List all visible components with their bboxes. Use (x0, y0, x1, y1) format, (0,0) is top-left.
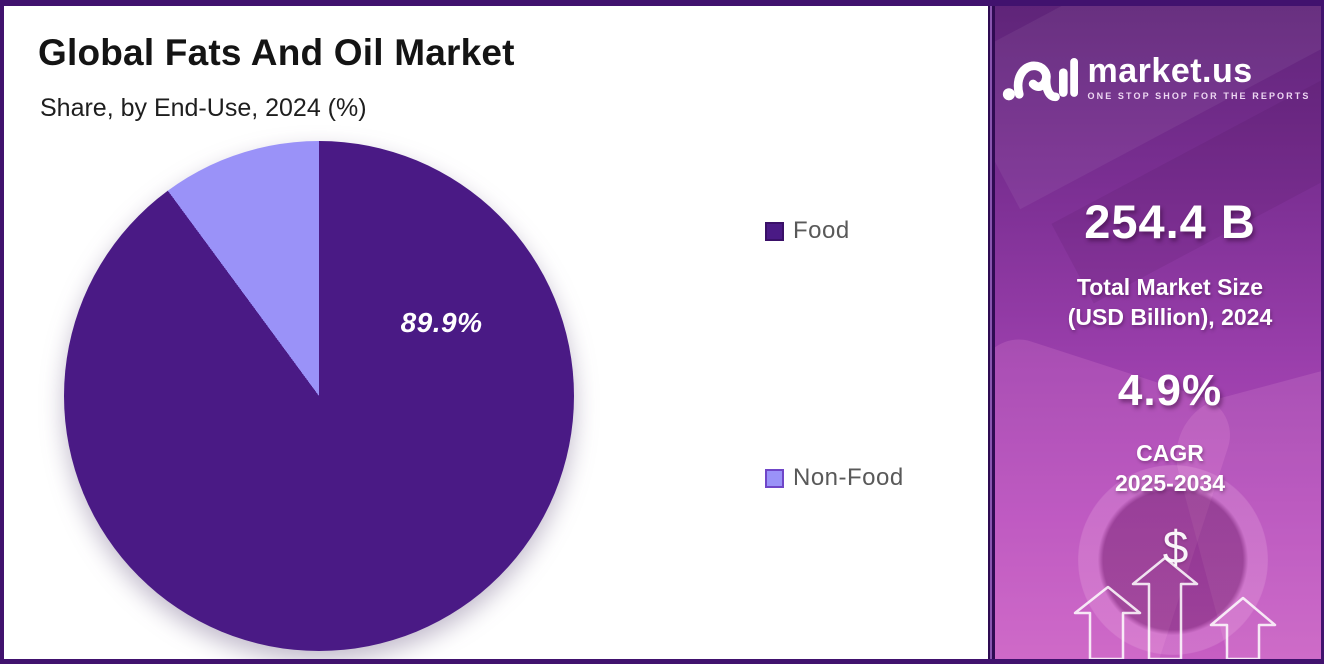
page-title: Global Fats And Oil Market (38, 32, 515, 73)
market-us-wave-icon (1002, 58, 1078, 102)
frame-border (1321, 0, 1324, 664)
pie-chart-wrapper: 89.9% (64, 141, 574, 651)
pie-chart (64, 141, 574, 651)
legend-label-non-food: Non-Food (793, 464, 904, 491)
frame-border (0, 0, 4, 664)
chart-area: Global Fats And Oil Market Share, by End… (38, 32, 904, 651)
frame-border (0, 659, 1324, 664)
legend-item-food: Food (765, 217, 850, 245)
legend-label-food: Food (793, 217, 850, 244)
cagr-label: CAGR 2025-2034 (1115, 440, 1225, 496)
total-market-size-value: 254.4 B (1084, 195, 1256, 248)
dollar-icon: $ (1162, 521, 1189, 573)
frame-border (0, 0, 1324, 6)
market-us-logo: market.us ONE STOP SHOP FOR THE REPORTS (988, 46, 1324, 108)
chart-subtitle: Share, by End-Use, 2024 (%) (40, 94, 367, 122)
growth-arrows-icon (1073, 556, 1277, 659)
total-market-size-label: Total Market Size (USD Billion), 2024 (1067, 274, 1273, 330)
legend-item-non-food: Non-Food (765, 464, 904, 492)
legend-marker-non-food-icon (765, 468, 784, 488)
cagr-value: 4.9% (1117, 366, 1223, 415)
brand-sidebar-panel: market.us ONE STOP SHOP FOR THE REPORTS … (988, 0, 1324, 664)
pie-slice-data-label: 89.9% (400, 306, 483, 338)
panel-divider (988, 0, 995, 664)
brand-tagline: ONE STOP SHOP FOR THE REPORTS (1087, 90, 1311, 101)
brand-name: market.us (1087, 51, 1253, 90)
legend-marker-food-icon (765, 221, 784, 241)
